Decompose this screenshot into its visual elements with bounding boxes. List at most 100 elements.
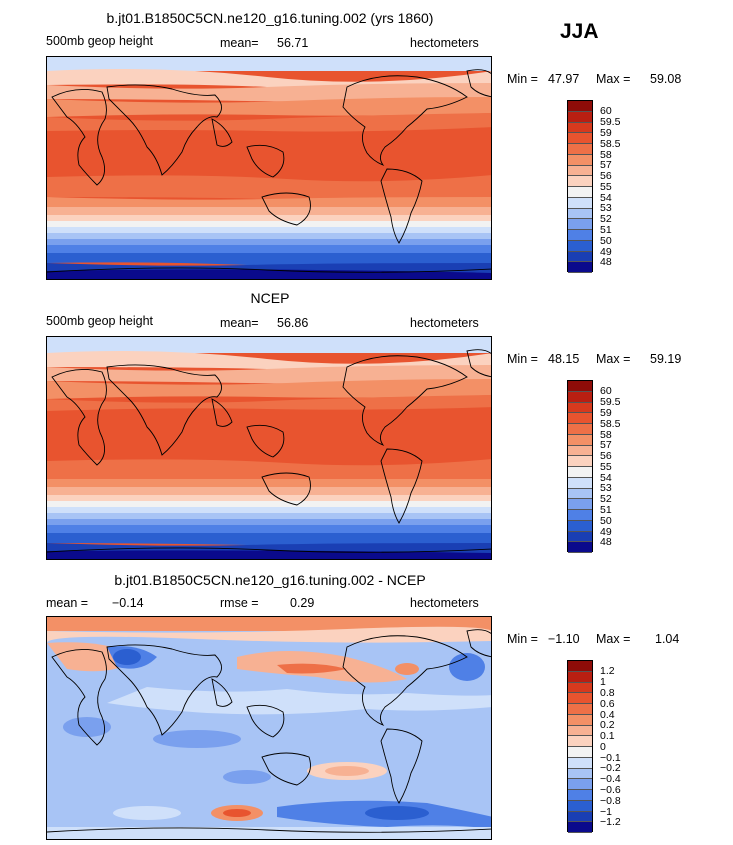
panel2-colorbar-swatch: [568, 391, 592, 403]
panel3-colorbar-swatch: [568, 757, 592, 769]
panel1-tick: 58.5: [600, 138, 621, 150]
panel3-max-label: Max =: [596, 632, 631, 646]
panel3-tick: 0: [600, 741, 606, 753]
panel3-tick: −1.2: [600, 816, 621, 828]
panel2-title: NCEP: [250, 290, 290, 306]
panel1-mean-label: mean=: [220, 36, 259, 50]
panel2-colorbar-swatch: [568, 424, 592, 435]
panel2-colorbar-swatch: [568, 467, 592, 478]
panel1-colorbar: [567, 100, 593, 273]
panel2-colorbar-swatch: [568, 402, 592, 414]
panel3-map: [46, 616, 492, 840]
panel3-colorbar-swatch: [568, 725, 592, 737]
panel1-min-label: Min =: [507, 72, 538, 86]
panel2-tick: 57: [600, 439, 612, 451]
panel3-colorbar-swatch: [568, 811, 592, 823]
panel3-mean-value: −0.14: [112, 596, 144, 610]
panel1-colorbar-swatch: [568, 208, 592, 220]
panel2-tick: 59: [600, 407, 612, 419]
panel3-colorbar-swatch: [568, 704, 592, 715]
panel2-min-value: 48.15: [548, 352, 580, 366]
panel2-tick: 50: [600, 515, 612, 527]
panel2-tick: 58.5: [600, 418, 621, 430]
panel2-colorbar-swatch: [568, 488, 592, 500]
panel2-tick: 54: [600, 472, 612, 484]
panel1-tick: 52: [600, 213, 612, 225]
panel2-colorbar-swatch: [568, 531, 592, 543]
panel1-max-label: Max =: [596, 72, 631, 86]
panel1-colorbar-swatch: [568, 165, 592, 177]
panel1-colorbar-swatch: [568, 187, 592, 198]
panel1-colorbar-swatch: [568, 122, 592, 134]
panel2-colorbar-swatch: [568, 520, 592, 532]
panel3-tick: −0.2: [600, 762, 621, 774]
panel2-tick: 58: [600, 429, 612, 441]
panel1-tick: 48: [600, 256, 612, 268]
panel3-tick: −1: [600, 806, 612, 818]
panel3-colorbar-swatch: [568, 747, 592, 758]
panel3-colorbar-swatch: [568, 714, 592, 726]
panel3-tick: 1.2: [600, 665, 615, 677]
panel3-tick: −0.8: [600, 795, 621, 807]
panel1-tick: 54: [600, 192, 612, 204]
panel2-tick: 59.5: [600, 396, 621, 408]
panel1-map: [46, 56, 492, 280]
panel1-colorbar-swatch: [568, 101, 592, 112]
panel3-colorbar-swatch: [568, 671, 592, 683]
panel1-colorbar-swatch: [568, 251, 592, 263]
panel2-max-label: Max =: [596, 352, 631, 366]
panel2-colorbar-swatch: [568, 445, 592, 457]
panel1-colorbar-swatch: [568, 144, 592, 155]
season-label: JJA: [560, 20, 599, 43]
panel3-tick: −0.6: [600, 784, 621, 796]
panel1-tick: 57: [600, 159, 612, 171]
panel2-mean-value: 56.86: [277, 316, 309, 330]
panel3-colorbar-swatch: [568, 661, 592, 672]
panel1-variable: 500mb geop height: [46, 34, 154, 48]
panel2-colorbar: [567, 380, 593, 553]
panel1-max-value: 59.08: [650, 72, 682, 86]
panel1-colorbar-swatch: [568, 219, 592, 230]
panel3-colorbar-swatch: [568, 800, 592, 812]
panel3-max-value: 1.04: [655, 632, 680, 646]
panel2-colorbar-swatch: [568, 456, 592, 467]
panel3-tick: 0.8: [600, 687, 615, 699]
panel3-min-label: Min =: [507, 632, 538, 646]
panel3-field: [47, 617, 491, 839]
panel1-colorbar-swatch: [568, 197, 592, 209]
panel2-tick: 53: [600, 482, 612, 494]
panel3-colorbar-swatch: [568, 736, 592, 747]
panel2-field: [47, 337, 491, 559]
panel2-colorbar-swatch: [568, 510, 592, 521]
panel1-colorbar-swatch: [568, 111, 592, 123]
panel2-tick: 60: [600, 385, 612, 397]
panel1-tick: 51: [600, 224, 612, 236]
panel3-colorbar-swatch: [568, 790, 592, 801]
panel2-min-label: Min =: [507, 352, 538, 366]
panel3-tick: 0.6: [600, 698, 615, 710]
panel2-colorbar-swatch: [568, 477, 592, 489]
panel1-min-value: 47.97: [548, 72, 580, 86]
panel2-colorbar-swatch: [568, 542, 592, 553]
panel1-tick: 59.5: [600, 116, 621, 128]
panel3-tick: −0.4: [600, 773, 621, 785]
panel2-colorbar-swatch: [568, 381, 592, 392]
panel3-tick: 1: [600, 676, 606, 688]
panel2-units: hectometers: [410, 316, 479, 330]
panel1-tick: 59: [600, 127, 612, 139]
panel3-colorbar-swatch: [568, 768, 592, 780]
panel2-map: [46, 336, 492, 560]
panel1-tick: 58: [600, 149, 612, 161]
panel1-tick: 49: [600, 246, 612, 258]
panel3-tick: 0.1: [600, 730, 615, 742]
panel1-mean-value: 56.71: [277, 36, 309, 50]
panel1-units: hectometers: [410, 36, 479, 50]
panel3-colorbar-swatch: [568, 779, 592, 790]
panel2-tick: 55: [600, 461, 612, 473]
panel2-tick: 48: [600, 536, 612, 548]
panel3-colorbar-swatch: [568, 822, 592, 833]
panel2-mean-label: mean=: [220, 316, 259, 330]
panel3-rmse-label: rmse =: [220, 596, 259, 610]
panel2-tick: 51: [600, 504, 612, 516]
